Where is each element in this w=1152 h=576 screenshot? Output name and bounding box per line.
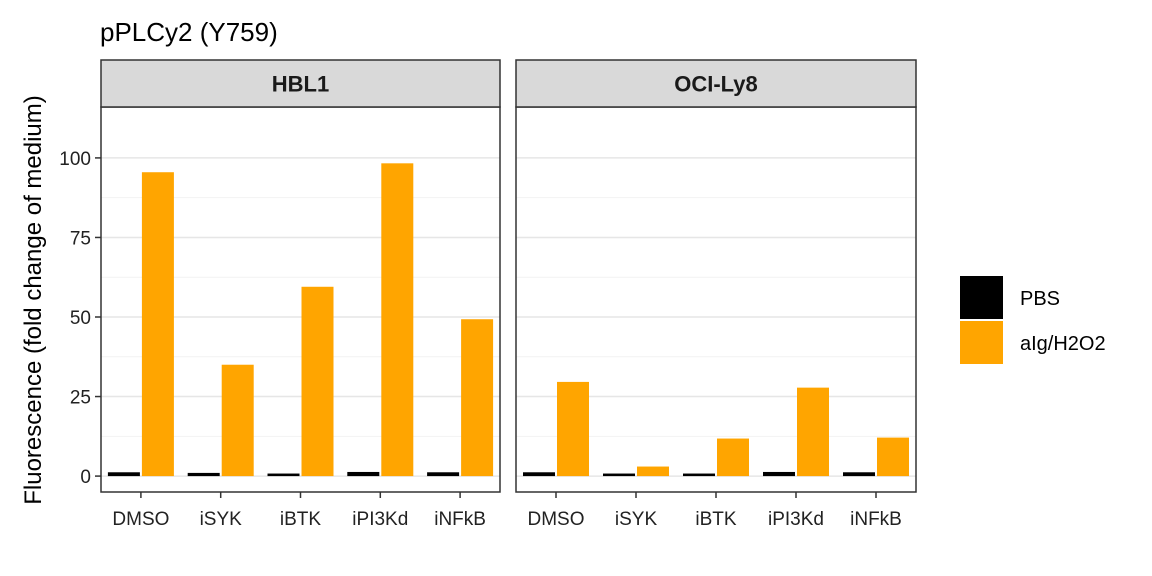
x-tick-label: iPI3Kd [352,509,408,530]
bar-hbl1-infkb-aig-h2o2 [461,319,494,477]
x-tick-label: DMSO [528,509,585,530]
y-axis: 0 25 50 75 100 [59,149,101,488]
strip-label: HBL1 [272,72,329,97]
y-tick-label: 50 [70,308,91,329]
legend-label: aIg/H2O2 [1020,333,1106,355]
bar-hbl1-dmso-pbs [107,472,140,477]
x-tick-label: iNFkB [434,509,486,530]
y-tick-label: 100 [59,149,91,170]
y-tick-label: 25 [70,388,91,409]
panel-oci-ly8: DMSO iSYK iBTK iPI3Kd iNFkB OCI-Ly8 [515,59,917,530]
legend: PBS aIg/H2O2 [960,276,1106,364]
bar-oci-ly8-ipi3kd-aig-h2o2 [797,387,829,477]
bar-oci-ly8-infkb-pbs [843,472,875,477]
x-tick-label: iSYK [200,509,243,530]
chart-title: pPLCy2 (Y759) [100,17,278,47]
strip [100,59,501,108]
bar-oci-ly8-ibtk-pbs [683,473,715,477]
x-tick-label: iSYK [615,509,658,530]
bar-oci-ly8-infkb-aig-h2o2 [877,437,909,477]
legend-swatch [960,321,1003,364]
bar-hbl1-isyk-aig-h2o2 [221,364,254,477]
bar-hbl1-ipi3kd-aig-h2o2 [381,163,414,477]
bar-oci-ly8-dmso-aig-h2o2 [557,381,589,477]
bar-hbl1-ipi3kd-pbs [347,471,380,477]
bar-hbl1-ibtk-aig-h2o2 [301,286,334,477]
bar-hbl1-dmso-aig-h2o2 [141,172,174,477]
strip [515,59,917,108]
bar-oci-ly8-isyk-aig-h2o2 [637,466,669,477]
x-tick-label: DMSO [112,509,169,530]
bar-hbl1-infkb-pbs [427,472,460,477]
bar-hbl1-isyk-pbs [187,472,220,477]
x-tick-label: iBTK [280,509,322,530]
panels: DMSO iSYK iBTK iPI3Kd iNFkB HBL1 DMSO iSYK iBTK i… [100,59,917,530]
strip-label: OCI-Ly8 [674,72,758,97]
x-tick-label: iNFkB [850,509,902,530]
panel-hbl1: DMSO iSYK iBTK iPI3Kd iNFkB HBL1 [100,59,501,530]
y-tick-label: 0 [80,467,91,488]
bar-oci-ly8-dmso-pbs [523,472,555,477]
bar-oci-ly8-ibtk-aig-h2o2 [717,438,749,477]
y-axis-title: Fluorescence (fold change of medium) [20,95,47,505]
y-tick-label: 75 [70,228,91,249]
bar-oci-ly8-ipi3kd-pbs [763,471,795,477]
bar-oci-ly8-isyk-pbs [603,473,635,477]
bar-hbl1-ibtk-pbs [267,473,300,477]
legend-label: PBS [1020,288,1060,310]
legend-swatch [960,276,1003,319]
x-tick-label: iPI3Kd [768,509,824,530]
x-tick-label: iBTK [695,509,737,530]
